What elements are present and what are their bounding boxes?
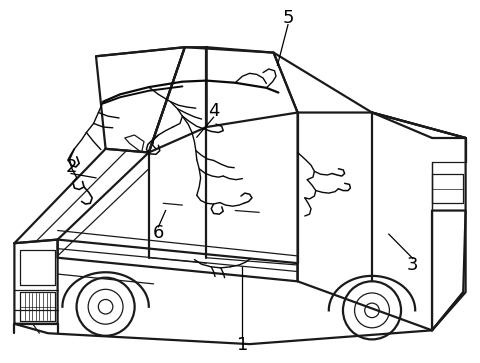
- Text: 4: 4: [208, 102, 219, 120]
- Text: 6: 6: [153, 224, 164, 242]
- Text: 2: 2: [65, 158, 77, 176]
- Text: 3: 3: [407, 256, 419, 274]
- Text: 5: 5: [282, 9, 294, 27]
- Text: 1: 1: [237, 336, 248, 354]
